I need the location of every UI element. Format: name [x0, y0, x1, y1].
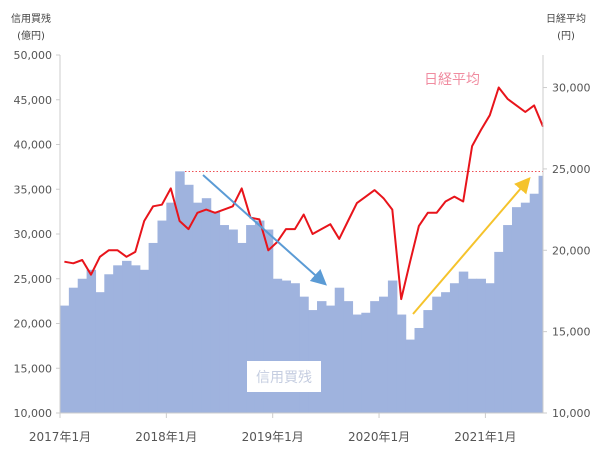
right-tick-label: 20,000: [552, 244, 591, 257]
margin-bar: [415, 328, 424, 413]
x-tick-label: 2019年1月: [242, 430, 304, 444]
margin-bar: [113, 265, 122, 413]
margin-bar: [521, 203, 530, 413]
margin-bar: [485, 283, 494, 413]
margin-bar: [468, 279, 477, 413]
margin-bar: [352, 315, 361, 413]
margin-bar: [202, 198, 211, 413]
margin-bar: [78, 279, 87, 413]
margin-bar: [512, 207, 521, 413]
margin-bar: [140, 270, 149, 413]
margin-bar: [432, 297, 441, 413]
margin-bar: [184, 185, 193, 413]
margin-bar: [237, 243, 246, 413]
margin-bar: [60, 306, 69, 413]
margin-bar: [166, 203, 175, 413]
margin-bar: [335, 288, 344, 413]
margin-bar: [423, 310, 432, 413]
right-tick-label: 30,000: [552, 82, 591, 95]
margin-bar: [503, 225, 512, 413]
margin-bar: [406, 340, 415, 413]
nikkei-label: 日経平均: [424, 72, 480, 88]
x-tick-label: 2018年1月: [135, 430, 197, 444]
left-axis-unit: (億円): [17, 29, 45, 42]
left-tick-label: 15,000: [14, 362, 53, 375]
left-tick-label: 20,000: [14, 318, 53, 331]
margin-bar: [299, 297, 308, 413]
margin-bar: [157, 221, 166, 413]
margin-bar: [397, 315, 406, 413]
margin-bar: [193, 203, 202, 413]
right-tick-label: 25,000: [552, 163, 591, 176]
margin-bar: [370, 301, 379, 413]
x-axis-ticks: 2017年1月 2018年1月 2019年1月 2020年1月 2021年1月: [29, 413, 517, 444]
margin-label: 信用買残: [256, 370, 312, 386]
margin-bar: [326, 306, 335, 413]
margin-bar: [282, 281, 291, 413]
margin-bar: [87, 270, 96, 413]
margin-bar: [290, 283, 299, 413]
margin-bar: [388, 281, 397, 413]
left-tick-label: 30,000: [14, 228, 53, 241]
left-tick-label: 40,000: [14, 139, 53, 152]
margin-bar: [450, 283, 459, 413]
margin-bar: [228, 230, 237, 413]
left-tick-label: 10,000: [14, 407, 53, 420]
margin-bar: [122, 261, 131, 413]
margin-bar: [459, 272, 468, 413]
left-tick-label: 25,000: [14, 273, 53, 286]
margin-bar: [69, 288, 78, 413]
right-axis-unit: (円): [557, 31, 575, 42]
left-tick-label: 45,000: [14, 94, 53, 107]
margin-bar: [104, 274, 113, 413]
margin-bar: [317, 301, 326, 413]
margin-bar: [539, 176, 543, 413]
margin-bar: [211, 212, 220, 413]
left-axis-title: 信用買残: [11, 12, 51, 25]
left-tick-label: 35,000: [14, 183, 53, 196]
margin-bar: [441, 292, 450, 413]
margin-bar: [494, 252, 503, 413]
left-tick-label: 50,000: [14, 49, 53, 62]
right-tick-label: 15,000: [552, 326, 591, 339]
margin-bar: [477, 279, 486, 413]
margin-bar: [220, 225, 229, 413]
margin-bar: [344, 301, 353, 413]
right-axis-title: 日経平均: [546, 12, 586, 25]
margin-bar: [131, 265, 140, 413]
margin-bar: [530, 194, 539, 413]
x-tick-label: 2020年1月: [348, 430, 410, 444]
margin-bar: [379, 297, 388, 413]
margin-bar: [273, 279, 282, 413]
left-axis-ticks: 10,000 15,000 20,000 25,000 30,000 35,000 40,0…: [14, 49, 61, 420]
right-tick-label: 10,000: [552, 407, 591, 420]
margin-bar: [361, 313, 370, 413]
margin-bar: [149, 243, 158, 413]
x-tick-label: 2017年1月: [29, 430, 91, 444]
right-axis-ticks: 10,000 15,000 20,000 25,000 30,000: [543, 82, 591, 420]
margin-bar: [95, 292, 104, 413]
x-tick-label: 2021年1月: [454, 430, 516, 444]
